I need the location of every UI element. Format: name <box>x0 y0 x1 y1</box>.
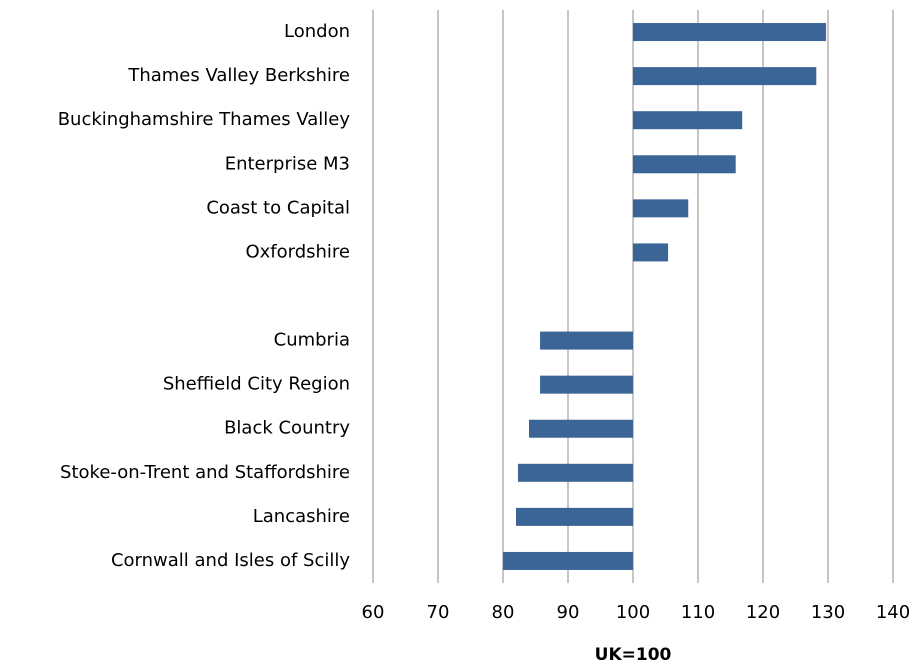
x-tick-label: 100 <box>616 602 650 623</box>
bar <box>633 23 827 42</box>
y-tick-label: Oxfordshire <box>245 241 350 262</box>
y-tick-label: London <box>284 21 350 42</box>
bar <box>633 155 736 174</box>
y-tick-label: Buckinghamshire Thames Valley <box>58 109 351 130</box>
y-tick-label: Cumbria <box>274 330 350 351</box>
bar <box>540 331 633 350</box>
x-tick-label: 70 <box>427 602 450 623</box>
bar <box>633 243 669 262</box>
bar <box>633 199 689 218</box>
y-tick-label: Sheffield City Region <box>163 374 350 395</box>
bar <box>540 375 633 394</box>
x-tick-label: 130 <box>811 602 845 623</box>
y-tick-label: Lancashire <box>253 506 350 527</box>
y-tick-label: Coast to Capital <box>206 197 350 218</box>
x-tick-label: 120 <box>746 602 780 623</box>
x-tick-label: 110 <box>681 602 715 623</box>
y-tick-label: Thames Valley Berkshire <box>127 65 350 86</box>
y-tick-label: Enterprise M3 <box>225 153 350 174</box>
x-tick-label: 80 <box>492 602 515 623</box>
y-tick-label: Stoke-on-Trent and Staffordshire <box>60 462 350 483</box>
x-axis-title: UK=100 <box>595 645 672 664</box>
y-tick-label: Cornwall and Isles of Scilly <box>111 550 350 571</box>
bar <box>503 551 633 570</box>
bar <box>633 111 743 130</box>
y-tick-label: Black Country <box>224 418 350 439</box>
bar <box>529 419 633 438</box>
x-tick-label: 60 <box>362 602 385 623</box>
x-tick-label: 140 <box>876 602 910 623</box>
bar <box>517 463 633 482</box>
bar <box>516 507 633 526</box>
x-tick-label: 90 <box>557 602 580 623</box>
bar <box>633 67 817 86</box>
